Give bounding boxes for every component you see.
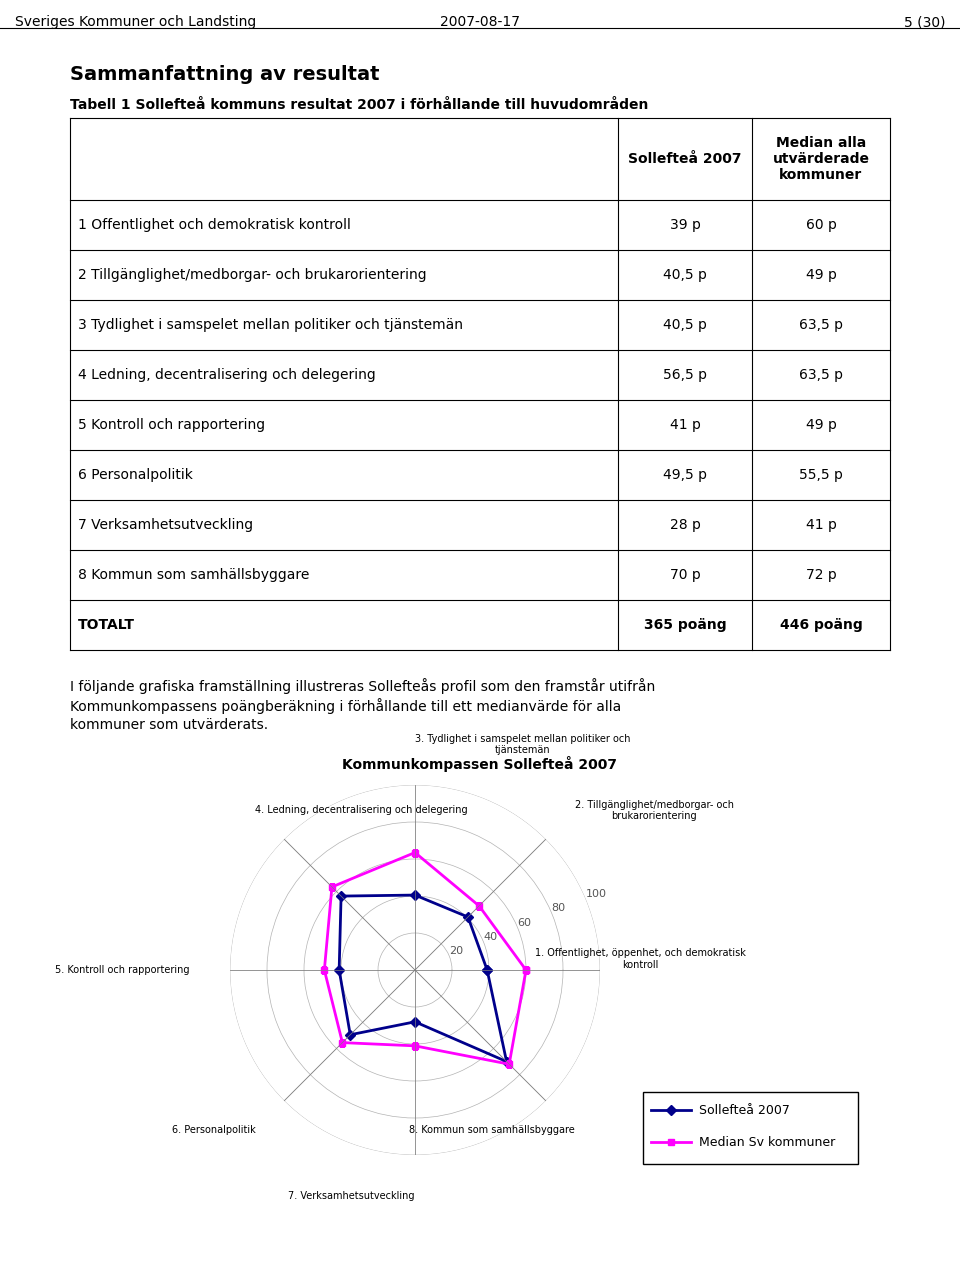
Text: 49 p: 49 p (805, 419, 836, 431)
Text: 49 p: 49 p (805, 268, 836, 282)
Text: 3. Tydlighet i samspelet mellan politiker och
tjänstemän: 3. Tydlighet i samspelet mellan politike… (415, 733, 631, 755)
FancyBboxPatch shape (643, 1092, 858, 1164)
Text: 40,5 p: 40,5 p (663, 317, 707, 332)
Text: Kommunkompassens poängberäkning i förhållande till ett medianvärde för alla: Kommunkompassens poängberäkning i förhål… (70, 698, 621, 714)
Text: Tabell 1 Sollefteå kommuns resultat 2007 i förhållande till huvudområden: Tabell 1 Sollefteå kommuns resultat 2007… (70, 99, 648, 111)
Text: 40,5 p: 40,5 p (663, 268, 707, 282)
Text: 6 Personalpolitik: 6 Personalpolitik (78, 468, 193, 483)
Text: 7 Verksamhetsutveckling: 7 Verksamhetsutveckling (78, 518, 253, 532)
Text: 446 poäng: 446 poäng (780, 618, 862, 632)
Text: 70 p: 70 p (670, 568, 701, 582)
Text: 5. Kontroll och rapportering: 5. Kontroll och rapportering (55, 965, 189, 975)
Text: 28 p: 28 p (669, 518, 701, 532)
Text: 4. Ledning, decentralisering och delegering: 4. Ledning, decentralisering och deleger… (255, 805, 468, 815)
Text: 41 p: 41 p (669, 419, 701, 431)
Text: 39 p: 39 p (669, 218, 701, 232)
Text: 3 Tydlighet i samspelet mellan politiker och tjänstemän: 3 Tydlighet i samspelet mellan politiker… (78, 317, 463, 332)
Text: Sollefteå 2007: Sollefteå 2007 (699, 1103, 790, 1116)
Text: Median Sv kommuner: Median Sv kommuner (699, 1135, 835, 1148)
Text: 60 p: 60 p (805, 218, 836, 232)
Text: 5 (30): 5 (30) (903, 15, 945, 29)
Text: 2007-08-17: 2007-08-17 (440, 15, 520, 29)
Text: 1 Offentlighet och demokratisk kontroll: 1 Offentlighet och demokratisk kontroll (78, 218, 350, 232)
Text: 72 p: 72 p (805, 568, 836, 582)
Text: 8. Kommun som samhällsbyggare: 8. Kommun som samhällsbyggare (409, 1125, 575, 1134)
Text: Kommunkompassen Sollefteå 2007: Kommunkompassen Sollefteå 2007 (343, 756, 617, 772)
Text: kommuner som utvärderats.: kommuner som utvärderats. (70, 718, 268, 732)
Text: 1. Offentlighet, öppenhet, och demokratisk
kontroll: 1. Offentlighet, öppenhet, och demokrati… (536, 948, 746, 970)
Text: 63,5 p: 63,5 p (799, 317, 843, 332)
Text: 6. Personalpolitik: 6. Personalpolitik (172, 1125, 255, 1134)
Text: 7. Verksamhetsutveckling: 7. Verksamhetsutveckling (289, 1190, 415, 1201)
Text: 2. Tillgänglighet/medborgar- och
brukarorientering: 2. Tillgänglighet/medborgar- och brukaro… (575, 800, 733, 822)
Text: 2 Tillgänglighet/medborgar- och brukarorientering: 2 Tillgänglighet/medborgar- och brukaror… (78, 268, 426, 282)
Text: Sveriges Kommuner och Landsting: Sveriges Kommuner och Landsting (15, 15, 256, 29)
Text: 49,5 p: 49,5 p (663, 468, 707, 483)
Text: 4 Ledning, decentralisering och delegering: 4 Ledning, decentralisering och delegeri… (78, 369, 375, 381)
Text: 8 Kommun som samhällsbyggare: 8 Kommun som samhällsbyggare (78, 568, 309, 582)
Text: 55,5 p: 55,5 p (799, 468, 843, 483)
Text: Sollefteå 2007: Sollefteå 2007 (628, 152, 742, 166)
Text: 41 p: 41 p (805, 518, 836, 532)
Text: Median alla
utvärderade
kommuner: Median alla utvärderade kommuner (773, 136, 870, 182)
Text: I följande grafiska framställning illustreras Sollefteås profil som den framstår: I följande grafiska framställning illust… (70, 678, 656, 694)
Text: Sammanfattning av resultat: Sammanfattning av resultat (70, 65, 379, 84)
Text: 63,5 p: 63,5 p (799, 369, 843, 381)
Text: 5 Kontroll och rapportering: 5 Kontroll och rapportering (78, 419, 265, 431)
Text: 365 poäng: 365 poäng (644, 618, 727, 632)
Text: TOTALT: TOTALT (78, 618, 135, 632)
Text: 56,5 p: 56,5 p (663, 369, 707, 381)
